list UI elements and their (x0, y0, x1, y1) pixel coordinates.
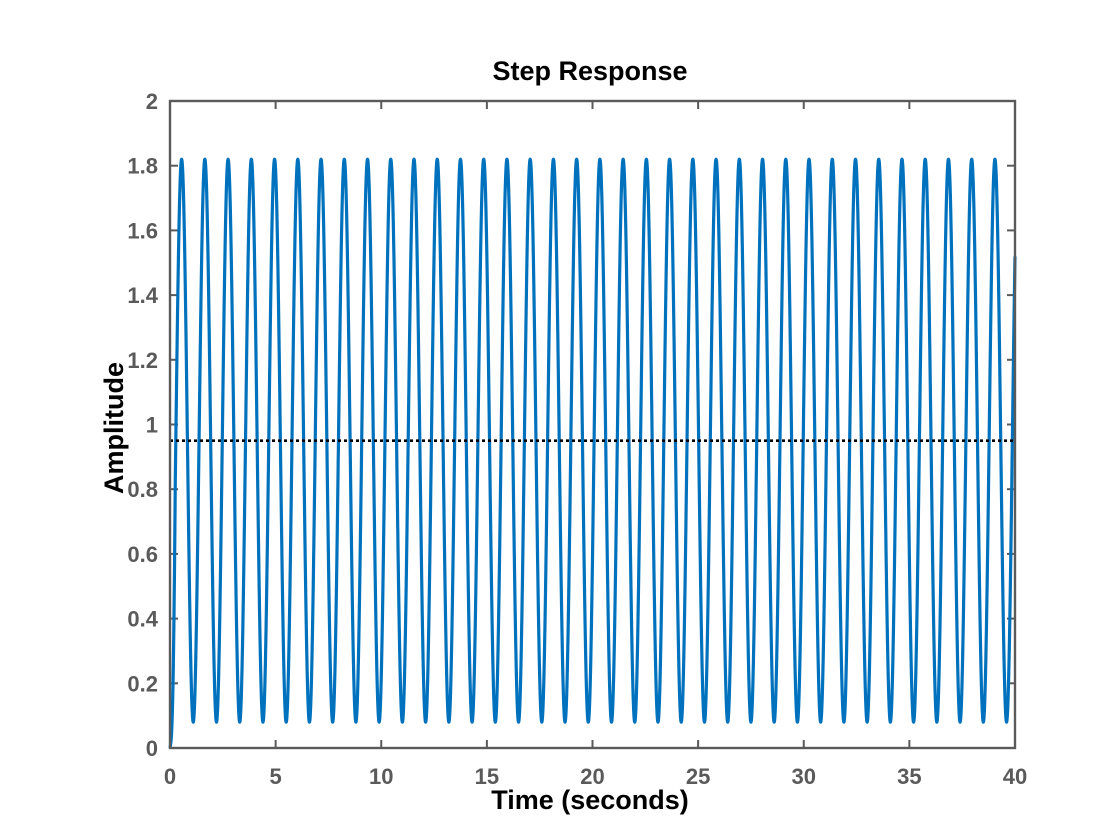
y-tick-label: 0.6 (127, 542, 158, 567)
y-tick-label: 1.6 (127, 218, 158, 243)
x-tick-label: 5 (270, 764, 282, 789)
y-tick-label: 0.2 (127, 671, 158, 696)
x-tick-label: 10 (369, 764, 393, 789)
y-tick-label: 0.4 (127, 607, 158, 632)
axes-box (168, 99, 1017, 750)
y-tick-label: 0.8 (127, 477, 158, 502)
y-tick-label: 1.4 (127, 283, 158, 308)
y-axis-label: Amplitude (99, 362, 129, 494)
y-tick-label: 1.8 (127, 154, 158, 179)
x-tick-label: 40 (1003, 764, 1027, 789)
x-tick-label: 20 (580, 764, 604, 789)
x-axis-ticks (169, 101, 1016, 748)
x-axis-label: Time (seconds) (491, 785, 689, 815)
y-tick-label: 2 (146, 89, 158, 114)
x-tick-label: 15 (475, 764, 499, 789)
y-tick-label: 1.2 (127, 348, 158, 373)
x-tick-label: 30 (792, 764, 816, 789)
x-tick-label: 35 (897, 764, 921, 789)
chart-title: Step Response (492, 56, 687, 86)
y-tick-label: 1 (146, 413, 158, 438)
y-tick-label: 0 (146, 736, 158, 761)
x-tick-label: 0 (164, 764, 176, 789)
x-tick-label: 25 (686, 764, 710, 789)
y-tick-labels: 0 0.2 0.4 0.6 0.8 1 1.2 1.4 1.6 1.8 2 (127, 89, 158, 761)
series-line (168, 157, 1017, 749)
x-tick-labels: 0 5 10 15 20 25 30 35 40 (164, 764, 1027, 789)
